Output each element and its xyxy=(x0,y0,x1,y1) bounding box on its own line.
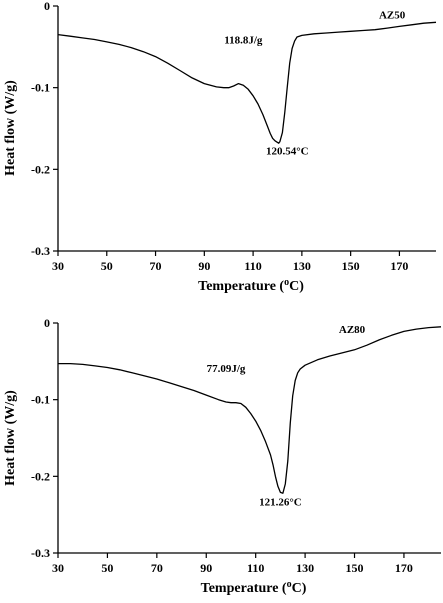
chart-annotation: AZ50 xyxy=(379,9,406,21)
x-tick-label: 70 xyxy=(150,259,162,273)
x-tick-label: 150 xyxy=(346,561,364,575)
y-axis-title: Heat flow (W/g) xyxy=(3,80,18,176)
x-tick-label: 70 xyxy=(151,561,163,575)
x-tick-label: 170 xyxy=(390,259,408,273)
y-tick-label: 0 xyxy=(44,0,50,13)
y-tick-label: -0.2 xyxy=(31,469,50,483)
x-tick-label: 90 xyxy=(198,259,210,273)
y-tick-label: -0.2 xyxy=(31,162,50,176)
x-tick-label: 90 xyxy=(200,561,212,575)
chart-annotation: 77.09J/g xyxy=(207,363,246,375)
dsc-curve-az50 xyxy=(57,21,437,144)
x-tick-label: 150 xyxy=(342,259,360,273)
chart-annotation: 120.54°C xyxy=(266,146,309,158)
y-tick-label: -0.3 xyxy=(31,546,50,560)
x-axis-title-main: Temperature ( xyxy=(198,279,284,294)
y-tick-label: -0.1 xyxy=(31,393,50,407)
x-tick-label: 170 xyxy=(395,561,413,575)
x-axis-title-degree: o xyxy=(284,277,289,288)
x-tick-label: 110 xyxy=(247,561,264,575)
x-axis-title-unit: C) xyxy=(289,279,304,294)
y-tick-label: -0.1 xyxy=(31,81,50,95)
y-axis-title: Heat flow (W/g) xyxy=(3,390,18,486)
x-tick-label: 30 xyxy=(52,259,64,273)
x-tick-label: 110 xyxy=(244,259,261,273)
x-axis-title: Temperature (oC) xyxy=(201,579,307,596)
chart-annotation: 118.8J/g xyxy=(224,35,263,47)
chart-panel-az80: 0 -0.1 -0.2 -0.330 50 70 90 110 130 150 170 Tempera… xyxy=(3,316,442,596)
x-tick-label: 130 xyxy=(293,259,311,273)
x-tick-label: 130 xyxy=(296,561,314,575)
chart-annotation: AZ80 xyxy=(339,324,366,336)
x-axis-title-unit: C) xyxy=(292,581,307,596)
x-axis-title: Temperature (oC) xyxy=(198,277,304,294)
y-tick-label: -0.3 xyxy=(31,244,50,258)
y-tick-label: 0 xyxy=(44,316,50,330)
chart-annotation: 121.26°C xyxy=(259,496,302,508)
x-axis-title-degree: o xyxy=(287,579,292,590)
x-tick-label: 50 xyxy=(101,561,113,575)
x-tick-label: 50 xyxy=(101,259,113,273)
dsc-curve-az80 xyxy=(58,326,442,494)
x-axis-title-main: Temperature ( xyxy=(201,581,287,596)
chart-panel-az50: 0 -0.1 -0.2 -0.330 50 70 90 110 130 150 170 Tempera… xyxy=(3,0,437,294)
x-tick-label: 30 xyxy=(52,561,64,575)
